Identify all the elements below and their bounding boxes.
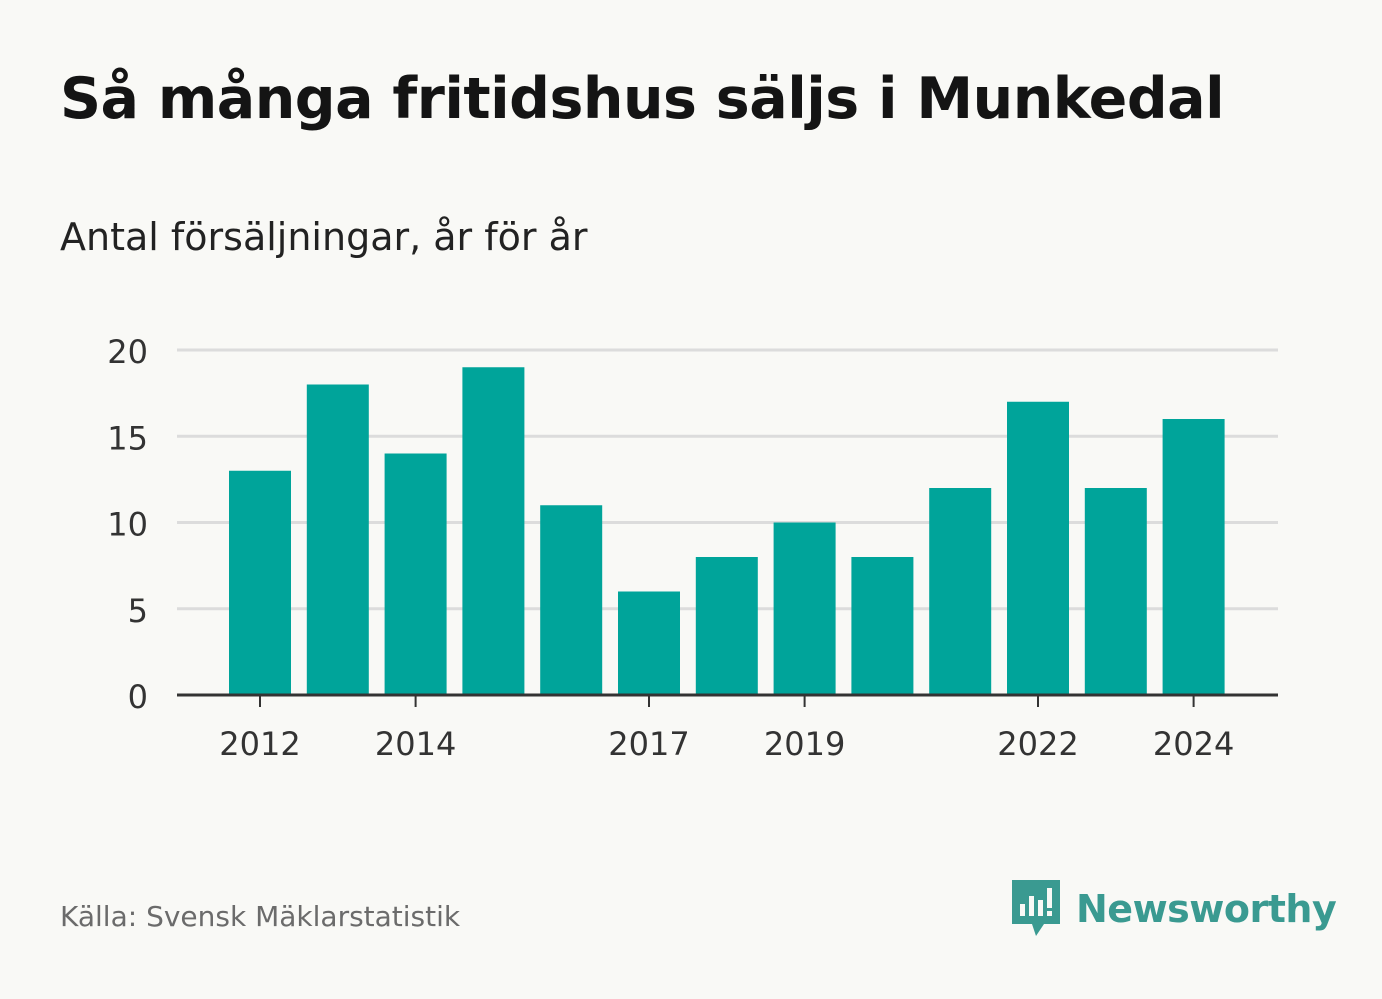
- x-tick-label: 2022: [997, 725, 1078, 763]
- bar-2020: [851, 557, 914, 695]
- y-tick-label: 5: [128, 592, 148, 630]
- y-tick-label: 15: [107, 419, 148, 457]
- y-tick-label: 10: [107, 506, 148, 544]
- bar-2023: [1084, 488, 1147, 695]
- chart-title: Så många fritidshus säljs i Munkedal: [60, 66, 1225, 132]
- newsworthy-logo-icon: [1012, 880, 1060, 936]
- x-tick-label: 2014: [375, 725, 456, 763]
- x-tick-label: 2024: [1153, 725, 1234, 763]
- bar-2014: [384, 453, 447, 695]
- bar-chart: 0 5 10 15 20 2012 2014 2017 2019 2022 2024: [107, 333, 1278, 763]
- bar-2022: [1007, 401, 1069, 695]
- source-note: Källa: Svensk Mäklarstatistik: [60, 900, 461, 933]
- brand-name: Newsworthy: [1076, 887, 1337, 931]
- y-tick-label: 0: [128, 678, 148, 716]
- x-tick-label: 2012: [219, 725, 300, 763]
- y-tick-label: 20: [107, 333, 148, 371]
- chart-subtitle: Antal försäljningar, år för år: [60, 215, 588, 259]
- bar-2017: [618, 591, 680, 695]
- x-tick-label: 2019: [764, 725, 845, 763]
- x-tick-label: 2017: [608, 725, 689, 763]
- bar-2019: [773, 522, 836, 695]
- bar-2024: [1162, 419, 1225, 695]
- bar-2015: [462, 367, 525, 695]
- bar-2013: [306, 384, 369, 695]
- brand-logo: Newsworthy: [1010, 878, 1337, 940]
- bar-2021: [929, 488, 992, 695]
- bar-2018: [695, 557, 758, 695]
- bar-2016: [540, 505, 603, 695]
- bar-2012: [229, 470, 291, 695]
